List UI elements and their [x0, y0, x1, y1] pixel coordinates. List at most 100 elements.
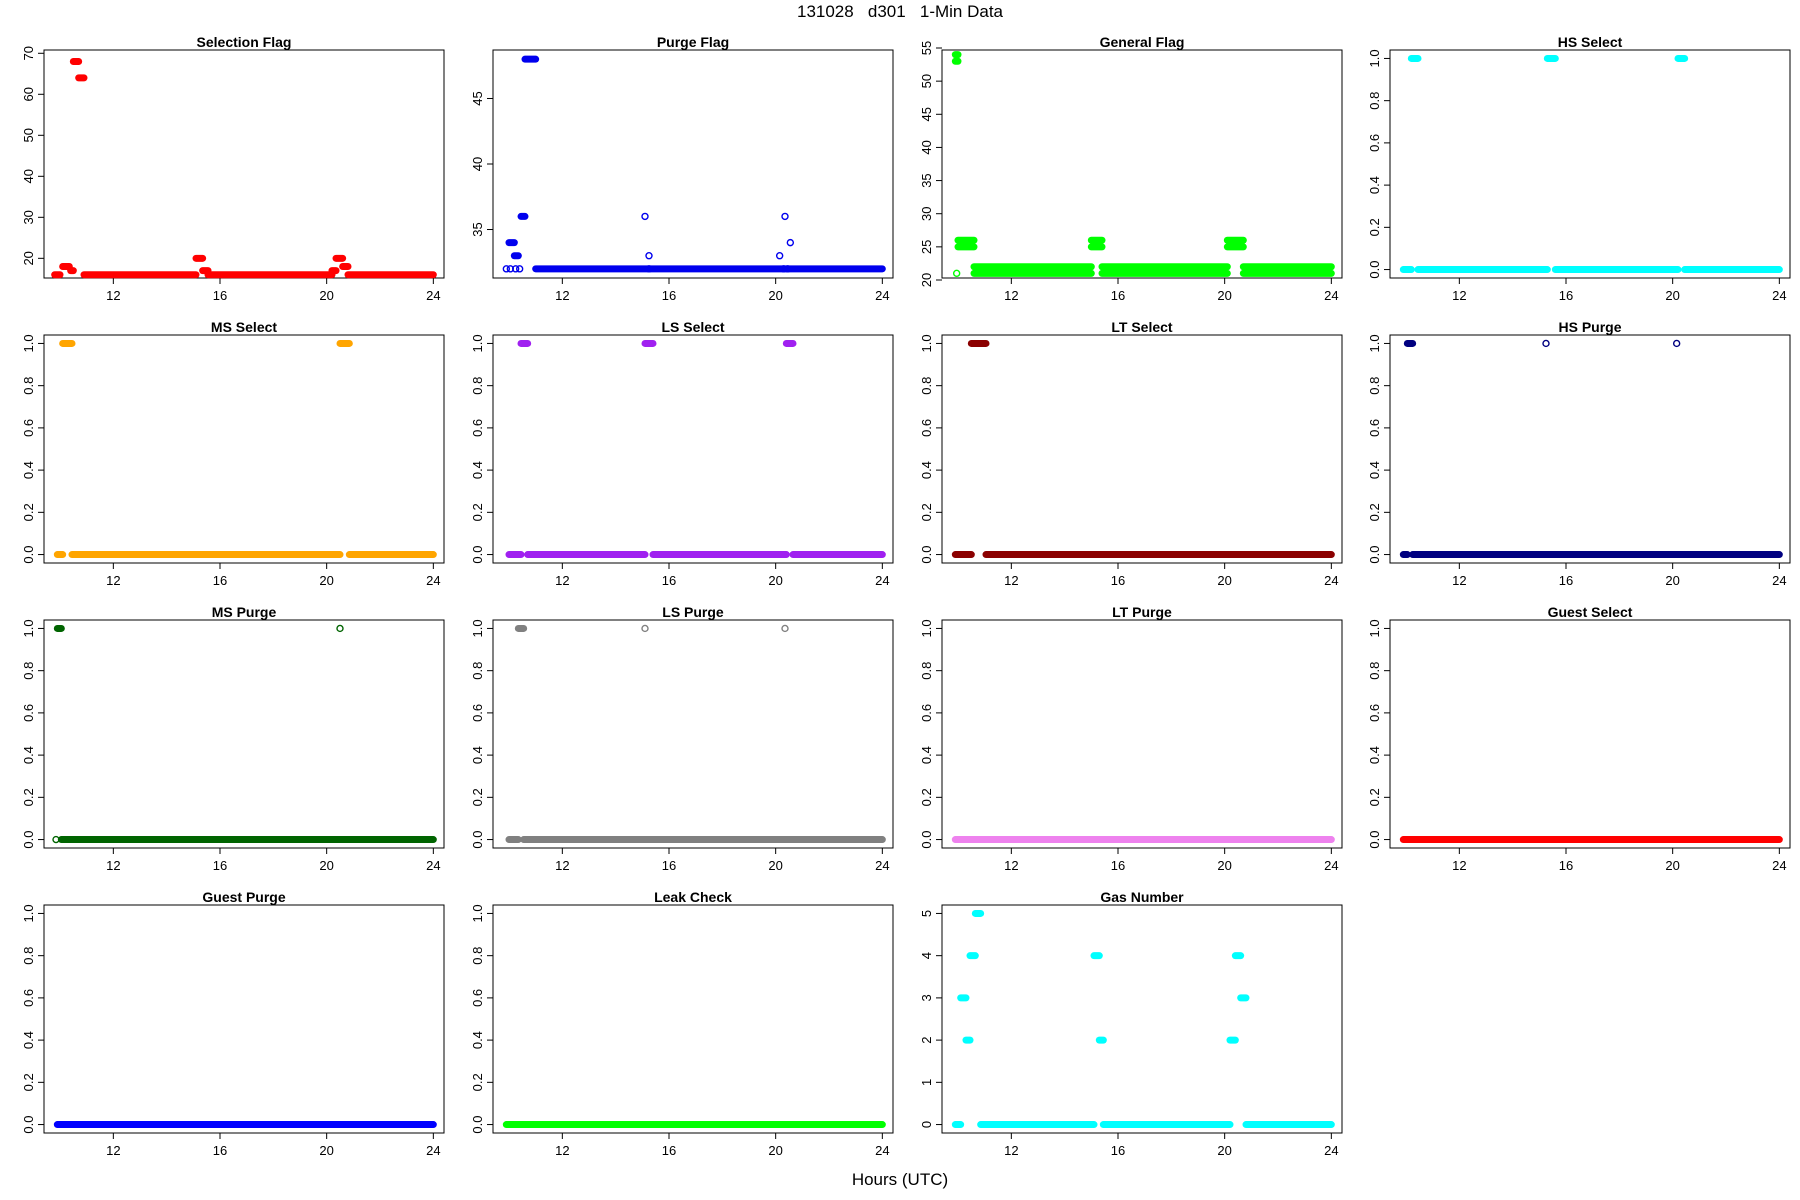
y-tick-label: 0.8 [919, 662, 934, 680]
x-tick-label: 16 [1559, 573, 1573, 588]
x-tick-label: 16 [1111, 288, 1125, 303]
x-tick-label: 16 [1111, 858, 1125, 873]
y-tick-label: 0.4 [1367, 461, 1382, 479]
y-tick-label: 0.4 [1367, 176, 1382, 194]
x-tick-label: 20 [1217, 858, 1231, 873]
data-point [645, 252, 653, 260]
panel-title: Leak Check [654, 889, 732, 905]
y-tick-label: 60 [21, 87, 36, 101]
y-tick-label: 0.4 [919, 461, 934, 479]
panel-lt-select: LT Select 12 16 20 24 0.0 0.2 0.4 0.6 0.8 1.0 [919, 319, 1343, 588]
y-tick-label: 0.0 [1367, 546, 1382, 564]
plot-frame [1389, 49, 1791, 279]
x-tick-label: 12 [1004, 573, 1018, 588]
panel-title: Gas Number [1100, 889, 1184, 905]
x-tick-label: 12 [106, 858, 120, 873]
y-tick-label: 1.0 [919, 334, 934, 352]
x-tick-label: 16 [662, 573, 676, 588]
y-tick-label: 0.6 [919, 704, 934, 722]
x-tick-label: 12 [1452, 288, 1466, 303]
panel-title: MS Purge [212, 604, 277, 620]
y-tick-label: 70 [21, 46, 36, 60]
x-tick-label: 12 [1452, 573, 1466, 588]
y-tick-label: 1.0 [919, 619, 934, 637]
y-tick-label: 1.0 [21, 619, 36, 637]
panel-guest-purge: Guest Purge 12 16 20 24 0.0 0.2 0.4 0.6 0.8 1.0 [21, 889, 445, 1158]
x-tick-label: 16 [1111, 573, 1125, 588]
x-tick-label: 24 [426, 858, 440, 873]
y-tick-label: 0.0 [919, 546, 934, 564]
panel-ms-purge: MS Purge 12 16 20 24 0.0 0.2 0.4 0.6 0.8 1.0 [21, 604, 445, 873]
x-tick-label: 12 [1004, 288, 1018, 303]
y-tick-label: 0.6 [470, 419, 485, 437]
y-tick-label: 4 [919, 952, 934, 959]
plot-frame [941, 334, 1343, 564]
y-tick-label: 0.2 [21, 788, 36, 806]
y-tick-label: 0.2 [919, 503, 934, 521]
panel-title: LT Select [1111, 319, 1173, 335]
y-tick-label: 1 [919, 1079, 934, 1086]
panel-title: HS Purge [1558, 319, 1621, 335]
y-tick-label: 35 [919, 173, 934, 187]
x-tick-label: 12 [1004, 858, 1018, 873]
y-tick-label: 0.4 [919, 746, 934, 764]
x-tick-label: 16 [1111, 1143, 1125, 1158]
panel-leak-check: Leak Check 12 16 20 24 0.0 0.2 0.4 0.6 0.8 1.0 [470, 889, 894, 1158]
y-tick-label: 1.0 [1367, 334, 1382, 352]
data-point [781, 212, 789, 221]
y-tick-label: 25 [919, 240, 934, 254]
panel-title: General Flag [1100, 34, 1185, 50]
data-point [783, 265, 792, 273]
x-tick-label: 16 [1559, 288, 1573, 303]
x-tick-label: 24 [1324, 1143, 1338, 1158]
plot-frame [492, 49, 894, 279]
x-tick-label: 24 [875, 858, 889, 873]
y-tick-label: 0.0 [21, 831, 36, 849]
data-point [502, 265, 511, 273]
x-tick-label: 16 [662, 288, 676, 303]
x-tick-label: 16 [213, 858, 227, 873]
panel-selection-flag: Selection Flag 12 16 20 24 20 30 40 50 60 70 [21, 34, 445, 303]
y-tick-label: 0.0 [21, 1116, 36, 1134]
panel-title: LS Purge [662, 604, 724, 620]
y-tick-label: 45 [470, 91, 485, 105]
y-tick-label: 0.8 [919, 377, 934, 395]
y-tick-label: 30 [919, 206, 934, 220]
x-tick-label: 20 [768, 858, 782, 873]
plot-frame [1389, 619, 1791, 849]
x-axis-label: Hours (UTC) [851, 1170, 949, 1189]
x-tick-label: 20 [768, 288, 782, 303]
x-tick-label: 16 [662, 1143, 676, 1158]
x-tick-label: 24 [426, 1143, 440, 1158]
y-tick-label: 0.6 [21, 704, 36, 722]
plot-frame [941, 49, 1343, 279]
y-tick-label: 0.6 [470, 704, 485, 722]
x-tick-label: 12 [1004, 1143, 1018, 1158]
plot-frame [43, 619, 445, 849]
y-tick-label: 0.8 [470, 947, 485, 965]
data-point [52, 835, 60, 844]
panel-hs-select: HS Select 12 16 20 24 0.0 0.2 0.4 0.6 0.8 1.0 [1367, 34, 1791, 303]
y-tick-label: 0.0 [470, 1116, 485, 1134]
x-tick-label: 24 [875, 573, 889, 588]
x-tick-label: 16 [1559, 858, 1573, 873]
x-tick-label: 24 [426, 573, 440, 588]
y-tick-label: 0.2 [470, 1073, 485, 1091]
y-tick-label: 0.8 [21, 947, 36, 965]
y-tick-label: 0.8 [1367, 377, 1382, 395]
plot-frame [43, 49, 445, 279]
y-tick-label: 0.2 [1367, 788, 1382, 806]
y-tick-label: 0.8 [1367, 92, 1382, 110]
data-point [645, 265, 653, 273]
data-point [781, 624, 789, 633]
plot-frame [43, 904, 445, 1134]
x-tick-label: 24 [1772, 288, 1786, 303]
y-tick-label: 0 [919, 1121, 934, 1128]
panel-guest-select: Guest Select 12 16 20 24 0.0 0.2 0.4 0.6 0.8 1.0 [1367, 604, 1791, 873]
x-tick-label: 20 [319, 573, 333, 588]
y-tick-label: 0.2 [21, 1073, 36, 1091]
y-tick-label: 3 [919, 994, 934, 1001]
x-tick-label: 12 [555, 573, 569, 588]
y-tick-label: 35 [470, 222, 485, 236]
